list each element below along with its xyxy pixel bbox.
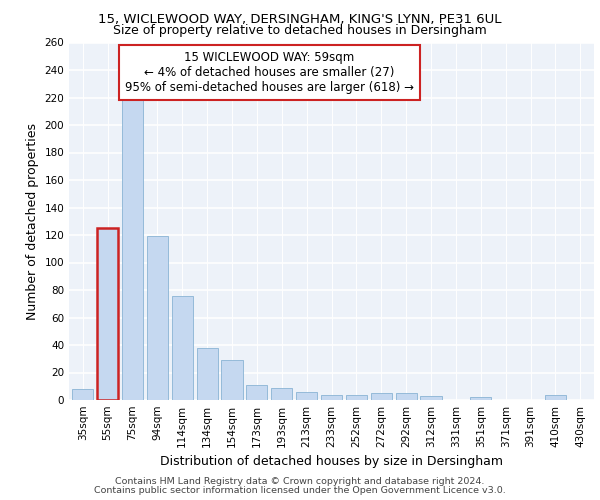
Bar bbox=[172, 296, 193, 400]
X-axis label: Distribution of detached houses by size in Dersingham: Distribution of detached houses by size … bbox=[160, 456, 503, 468]
Text: Size of property relative to detached houses in Dersingham: Size of property relative to detached ho… bbox=[113, 24, 487, 37]
Bar bbox=[321, 394, 342, 400]
Text: 15 WICLEWOOD WAY: 59sqm
← 4% of detached houses are smaller (27)
95% of semi-det: 15 WICLEWOOD WAY: 59sqm ← 4% of detached… bbox=[125, 51, 414, 94]
Bar bbox=[122, 100, 143, 400]
Text: 15, WICLEWOOD WAY, DERSINGHAM, KING'S LYNN, PE31 6UL: 15, WICLEWOOD WAY, DERSINGHAM, KING'S LY… bbox=[98, 12, 502, 26]
Bar bbox=[545, 394, 566, 400]
Bar bbox=[271, 388, 292, 400]
Text: Contains HM Land Registry data © Crown copyright and database right 2024.: Contains HM Land Registry data © Crown c… bbox=[115, 477, 485, 486]
Bar bbox=[421, 396, 442, 400]
Bar bbox=[470, 397, 491, 400]
Bar bbox=[72, 389, 93, 400]
Bar bbox=[371, 393, 392, 400]
Bar bbox=[147, 236, 168, 400]
Bar bbox=[346, 394, 367, 400]
Bar bbox=[296, 392, 317, 400]
Bar bbox=[197, 348, 218, 400]
Bar bbox=[246, 385, 268, 400]
Bar bbox=[97, 228, 118, 400]
Bar bbox=[395, 393, 417, 400]
Text: Contains public sector information licensed under the Open Government Licence v3: Contains public sector information licen… bbox=[94, 486, 506, 495]
Bar bbox=[221, 360, 242, 400]
Y-axis label: Number of detached properties: Number of detached properties bbox=[26, 122, 39, 320]
